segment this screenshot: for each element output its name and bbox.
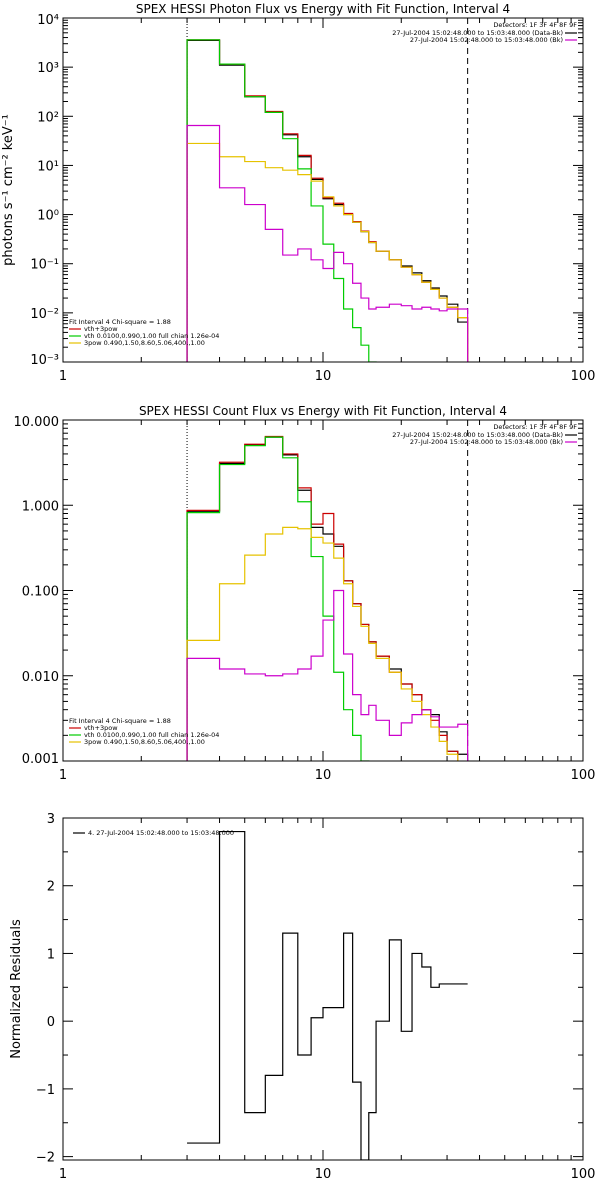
series-line-1	[187, 830, 468, 1160]
detector-legend-entry: 27-Jul-2004 15:02:48.000 to 15:03:48.000…	[410, 36, 563, 44]
chart-title: SPEX HESSI Count Flux vs Energy with Fit…	[139, 404, 507, 418]
x-tick-label: 10	[315, 369, 332, 384]
fit-legend-entry: 3pow 0.490,1.50,8.60,5.06,400.,1.00	[84, 339, 205, 347]
series-line-5	[186, 124, 469, 362]
data-area	[186, 18, 469, 362]
chart-panel-1: SPEX HESSI Photon Flux vs Energy with Fi…	[1, 2, 596, 384]
y-tick-label: 0.010	[22, 670, 59, 685]
series-line-2	[186, 435, 459, 761]
series-line-5	[186, 589, 469, 761]
x-tick-label: 1	[59, 1167, 67, 1182]
chart-panel-3: 1 10 100 −2 −1 0 1 2 3 Normalized Residuals 4. 27-…	[9, 812, 595, 1182]
chart-panel-2: SPEX HESSI Count Flux vs Energy with Fit…	[14, 404, 596, 783]
series-line-4	[186, 142, 469, 362]
y-tick-label: 10⁻¹	[30, 258, 59, 273]
x-tick-label: 10	[315, 1167, 332, 1182]
fit-legend-header: Fit Interval 4 Chi-square = 1.88	[69, 717, 171, 725]
y-axis: 0.001 0.010 0.100 1.000 10.000	[14, 415, 583, 767]
y-axis: 10⁻³ 10⁻² 10⁻¹ 10⁰ 10¹ 10² 10³ 10⁴	[30, 13, 583, 368]
y-tick-label: 10⁻²	[30, 307, 59, 322]
x-tick-label: 1	[59, 369, 67, 384]
y-tick-label: 0.001	[22, 752, 59, 767]
plot-frame	[62, 17, 584, 363]
detector-legend-header: Detectors: 1F 3F 4F 8F 9F	[493, 21, 577, 29]
series-line-1	[186, 436, 469, 761]
y-axis-label: Normalized Residuals	[9, 919, 24, 1059]
x-tick-label: 1	[59, 768, 67, 783]
series-line-1	[186, 39, 469, 362]
chart-title: SPEX HESSI Photon Flux vs Energy with Fi…	[136, 2, 510, 16]
y-tick-label: −1	[36, 1083, 55, 1098]
y-tick-label: 1	[47, 947, 55, 962]
y-tick-label: 0.100	[22, 585, 59, 600]
fit-legend-entry: vth 0.0100,0.990,1.00 full chian 1.26e-0…	[84, 731, 219, 739]
x-tick-label: 100	[571, 369, 596, 384]
fit-legend-entry: vth+3pow	[84, 325, 118, 333]
data-area	[187, 830, 468, 1160]
detector-legend-header: Detectors: 1F 3F 4F 8F 9F	[493, 423, 577, 431]
y-tick-label: 10¹	[37, 159, 59, 174]
y-tick-label: 10⁻³	[30, 353, 59, 368]
y-tick-label: −2	[36, 1151, 55, 1166]
series-line-2	[186, 39, 469, 362]
data-area	[186, 420, 469, 761]
fit-legend-entry: 3pow 0.490,1.50,8.60,5.06,400.,1.00	[84, 738, 205, 746]
x-tick-label: 100	[571, 768, 596, 783]
y-tick-label: 10⁴	[37, 13, 59, 28]
y-tick-label: 2	[47, 880, 55, 895]
plot-frame	[62, 419, 584, 762]
x-axis: 1 10 100	[59, 18, 596, 384]
series-line-4	[186, 526, 459, 761]
y-tick-label: 0	[47, 1015, 55, 1030]
fit-legend-entry: vth+3pow	[84, 724, 118, 732]
x-tick-label: 100	[571, 1167, 596, 1182]
series-line-3	[186, 39, 377, 362]
y-tick-label: 3	[47, 812, 55, 827]
fit-legend: Fit Interval 4 Chi-square = 1.88vth+3pow…	[69, 717, 219, 746]
detector-legend-entry: 27-Jul-2004 15:02:48.000 to 15:03:48.000…	[410, 438, 563, 446]
fit-legend: Fit Interval 4 Chi-square = 1.88vth+3pow…	[69, 318, 219, 347]
detector-legend-entry: 27-Jul-2004 15:02:48.000 to 15:03:48.000…	[392, 29, 563, 37]
x-axis: 1 10 100	[59, 420, 596, 783]
y-tick-label: 1.000	[22, 499, 59, 514]
y-axis: −2 −1 0 1 2 3	[36, 812, 583, 1166]
y-tick-label: 10²	[37, 110, 59, 125]
x-tick-label: 10	[315, 768, 332, 783]
detector-legend-entry: 27-Jul-2004 15:02:48.000 to 15:03:48.000…	[392, 431, 563, 439]
y-tick-label: 10.000	[14, 415, 60, 430]
y-tick-label: 10³	[37, 61, 59, 76]
residual-legend-entry: 4. 27-Jul-2004 15:02:48.000 to 15:03:48.…	[88, 829, 234, 837]
y-axis-label: photons s⁻¹ cm⁻² keV⁻¹	[1, 114, 16, 266]
series-line-3	[186, 436, 370, 761]
plot-frame	[62, 817, 584, 1161]
fit-legend-entry: vth 0.0100,0.990,1.00 full chian 1.26e-0…	[84, 332, 219, 340]
fit-legend-header: Fit Interval 4 Chi-square = 1.88	[69, 318, 171, 326]
residual-legend: 4. 27-Jul-2004 15:02:48.000 to 15:03:48.…	[73, 829, 234, 837]
x-axis: 1 10 100	[59, 818, 596, 1182]
y-tick-label: 10⁰	[37, 209, 59, 224]
